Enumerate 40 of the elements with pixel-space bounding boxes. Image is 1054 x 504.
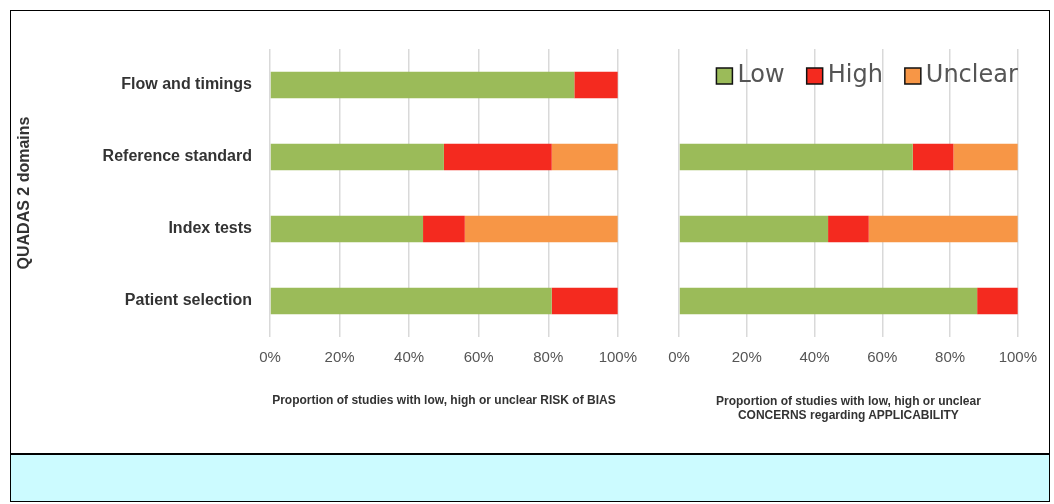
x-tick-label: 0% [668, 348, 690, 366]
x-tick-label: 20% [731, 348, 762, 366]
legend-label: High [827, 60, 883, 89]
bar [828, 215, 869, 243]
legend-label: Unclear [925, 60, 1018, 89]
x-tick-label: 80% [533, 348, 564, 366]
bar [679, 215, 829, 243]
x-tick-label: 20% [324, 348, 355, 366]
bar [574, 71, 618, 99]
x-axis-title: Proportion of studies with low, high or unclear RISK of BIAS [272, 393, 616, 408]
legend-label: Low [737, 60, 785, 89]
bar [270, 143, 444, 171]
bar [464, 215, 618, 243]
y-tick-label: Reference standard [102, 147, 252, 165]
x-tick-label: 100% [598, 348, 638, 366]
x-tick-label: 60% [463, 348, 494, 366]
bar [270, 215, 424, 243]
x-tick-label: 40% [799, 348, 830, 366]
bar [679, 143, 913, 171]
bar [953, 143, 1018, 171]
y-tick-label: Patient selection [124, 291, 252, 309]
bar [977, 287, 1018, 315]
bar [443, 143, 552, 171]
y-axis-title: QUADAS 2 domains [15, 116, 33, 270]
bar [868, 215, 1018, 243]
bar [912, 143, 954, 171]
bar [551, 287, 618, 315]
bar [551, 143, 618, 171]
x-tick-label: 0% [259, 348, 281, 366]
x-tick-label: 60% [867, 348, 898, 366]
bar [270, 287, 552, 315]
bar [423, 215, 465, 243]
x-tick-label: 40% [394, 348, 425, 366]
bar [679, 287, 978, 315]
x-axis-title: Proportion of studies with low, high or unclear CONCERNS regarding APPLICABILITY [715, 393, 982, 423]
x-tick-label: 80% [935, 348, 966, 366]
y-tick-label: Flow and timings [121, 75, 253, 93]
x-tick-label: 100% [998, 348, 1038, 366]
bar [270, 71, 575, 99]
y-tick-label: Index tests [168, 219, 253, 237]
